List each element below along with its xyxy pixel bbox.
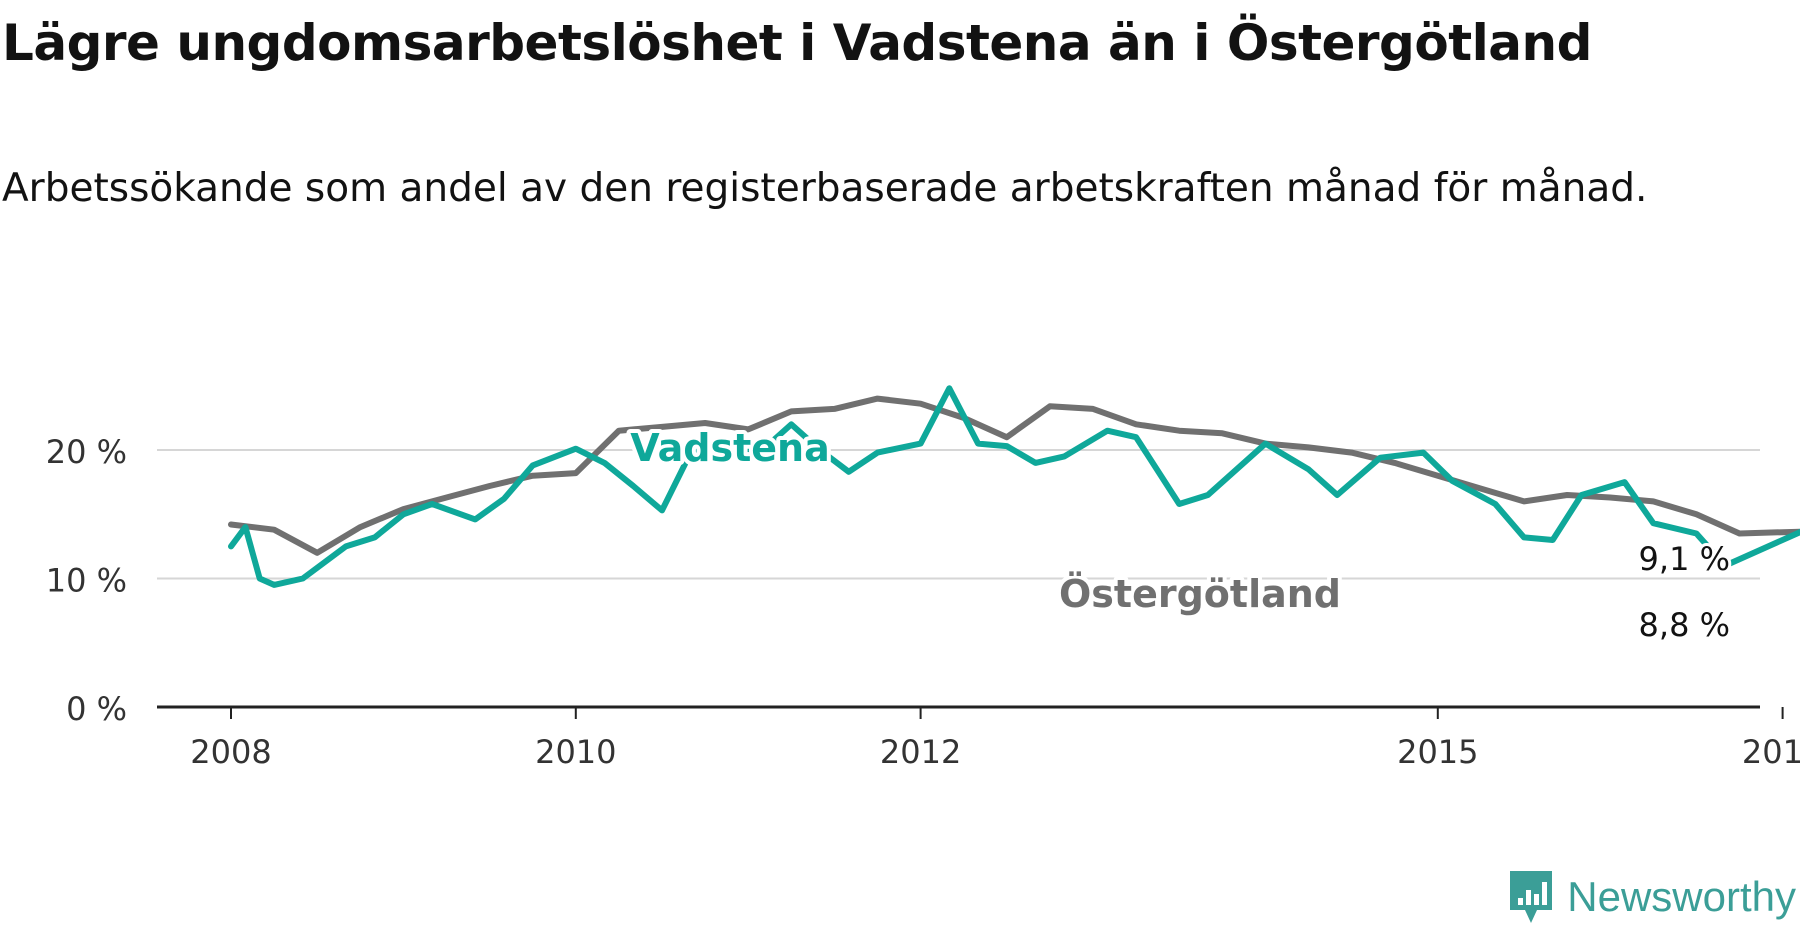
end-value-label-vadstena: 9,1 % [1639,540,1730,578]
y-tick-label: 10 % [46,562,127,600]
chart-subtitle: Arbetssökande som andel av den registerb… [2,166,1648,211]
series-line-vadstena [228,385,1800,588]
x-tick-label: 2017 [1742,733,1800,771]
end-value-label-ostergotland: 8,8 % [1639,606,1730,644]
y-tick-label: 0 % [66,690,127,728]
x-tick-label: 2012 [880,733,961,771]
brand-logo: Newsworthy [1507,868,1796,926]
x-tick-label: 2010 [535,733,616,771]
series-label-vadstena: Vadstena [630,426,829,470]
brand-name: Newsworthy [1567,873,1796,920]
x-tick-label: 2008 [190,733,271,771]
series-line-ostergotland [228,395,1800,556]
chart-title: Lägre ungdomsarbetslöshet i Vadstena än … [2,14,1592,72]
series-label-ostergotland: Östergötland [1059,572,1341,616]
y-tick-label: 20 % [46,433,127,471]
x-tick-label: 2015 [1397,733,1478,771]
newsworthy-chart-icon [1510,871,1553,923]
